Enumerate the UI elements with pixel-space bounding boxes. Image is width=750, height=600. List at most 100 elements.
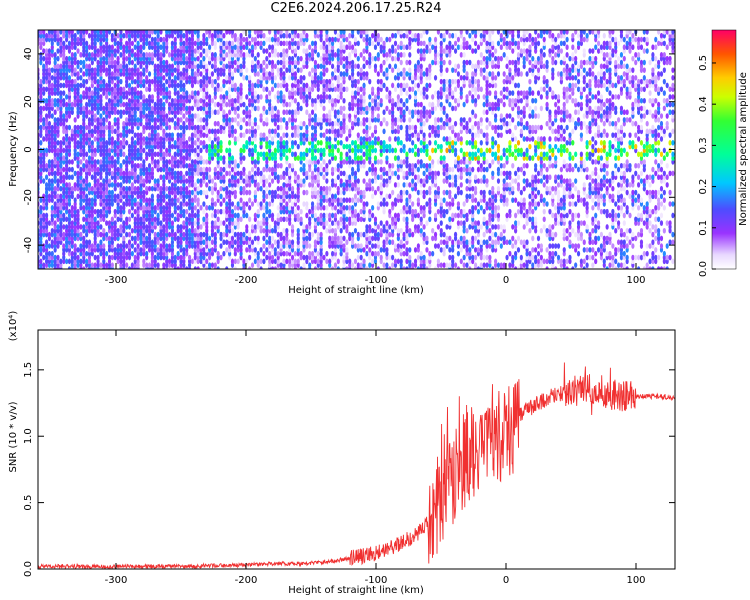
heatmap-cell: [230, 71, 235, 77]
heatmap-cell: [333, 178, 338, 184]
heatmap-cell: [105, 101, 109, 108]
heatmap-cell: [193, 124, 197, 131]
heatmap-cell: [248, 170, 252, 177]
heatmap-cell: [185, 105, 189, 112]
heatmap-cell: [385, 143, 389, 150]
heatmap-cell: [388, 231, 392, 238]
heatmap-cell: [162, 82, 166, 89]
heatmap-cell: [268, 224, 272, 230]
heatmap-cell: [282, 48, 286, 54]
heatmap-cell: [250, 36, 255, 43]
heatmap-cell: [308, 52, 312, 58]
heatmap-cell: [319, 44, 323, 51]
heatmap-cell: [53, 52, 57, 58]
heatmap-cell: [70, 78, 74, 85]
heatmap-cell: [110, 124, 114, 131]
heatmap-cell: [70, 250, 74, 257]
heatmap-cell: [282, 117, 286, 123]
heatmap-cell: [228, 189, 232, 196]
heatmap-cell: [222, 174, 226, 181]
heatmap-cell: [187, 189, 192, 196]
heatmap-cell: [308, 216, 312, 223]
heatmap-cell: [256, 151, 260, 158]
heatmap-cell: [288, 258, 292, 265]
heatmap-cell: [70, 128, 74, 135]
heatmap-cell: [47, 30, 52, 35]
heatmap-cell: [308, 71, 312, 77]
heatmap-cell: [279, 40, 283, 47]
heatmap-cell: [213, 109, 217, 116]
heatmap-cell: [56, 63, 60, 70]
heatmap-cell: [305, 224, 309, 230]
heatmap-cell: [133, 197, 137, 203]
heatmap-cell: [351, 231, 355, 238]
heatmap-cell: [130, 59, 134, 66]
heatmap-cell: [179, 117, 183, 123]
heatmap-cell: [282, 140, 286, 146]
heatmap-cell: [376, 86, 380, 93]
heatmap-cell: [273, 82, 277, 89]
heatmap-cell: [382, 109, 386, 116]
heatmap-cell: [53, 97, 57, 104]
heatmap-cell: [142, 124, 146, 131]
heatmap-cell: [376, 231, 380, 238]
heatmap-cell: [96, 30, 100, 35]
heatmap-cell: [256, 182, 260, 188]
heatmap-cell: [199, 124, 203, 131]
heatmap-cell: [242, 117, 246, 123]
heatmap-cell: [373, 189, 378, 196]
heatmap-cell: [322, 147, 326, 154]
heatmap-cell: [67, 182, 72, 188]
heatmap-cell: [182, 32, 186, 39]
heatmap-cell: [356, 243, 360, 249]
heatmap-cell: [202, 166, 206, 173]
heatmap-cell: [216, 67, 220, 73]
heatmap-cell: [159, 166, 163, 173]
heatmap-cell: [373, 250, 378, 257]
heatmap-cell: [125, 40, 129, 47]
heatmap-cell: [130, 67, 134, 73]
heatmap-cell: [250, 262, 255, 268]
heatmap-cell: [308, 159, 312, 165]
heatmap-cell: [79, 166, 83, 173]
heatmap-cell: [256, 105, 260, 112]
heatmap-cell: [279, 136, 283, 142]
heatmap-cell: [276, 132, 280, 138]
heatmap-cell: [219, 86, 223, 93]
heatmap-cell: [345, 216, 349, 223]
heatmap-cell: [316, 75, 320, 81]
heatmap-cell: [208, 128, 212, 135]
heatmap-cell: [136, 174, 140, 181]
heatmap-cell: [279, 124, 283, 131]
heatmap-cell: [236, 231, 240, 238]
heatmap-cell: [336, 220, 340, 226]
heatmap-cell: [310, 67, 315, 73]
heatmap-cell: [325, 128, 329, 135]
heatmap-cell: [285, 258, 289, 265]
heatmap-cell: [265, 86, 269, 93]
heatmap-cell: [76, 36, 80, 43]
heatmap-cell: [382, 71, 386, 77]
heatmap-cell: [268, 140, 272, 146]
heatmap-cell: [119, 78, 123, 85]
heatmap-cell: [362, 189, 366, 196]
heatmap-cell: [133, 140, 137, 146]
heatmap-cell: [70, 159, 74, 165]
heatmap-cell: [142, 258, 146, 265]
heatmap-cell: [62, 155, 66, 161]
heatmap-cell: [67, 124, 72, 131]
heatmap-cell: [179, 132, 183, 138]
heatmap-cell: [253, 224, 257, 230]
heatmap-cell: [330, 178, 335, 184]
heatmap-cell: [122, 235, 126, 242]
heatmap-cell: [210, 220, 215, 226]
heatmap-cell: [253, 36, 257, 43]
heatmap-cell: [385, 155, 389, 161]
heatmap-cell: [222, 94, 226, 100]
heatmap-cell: [376, 185, 380, 192]
heatmap-cell: [73, 182, 77, 188]
heatmap-cell: [73, 78, 77, 85]
heatmap-cell: [313, 212, 318, 219]
heatmap-cell: [288, 101, 292, 108]
heatmap-cell: [285, 109, 289, 116]
